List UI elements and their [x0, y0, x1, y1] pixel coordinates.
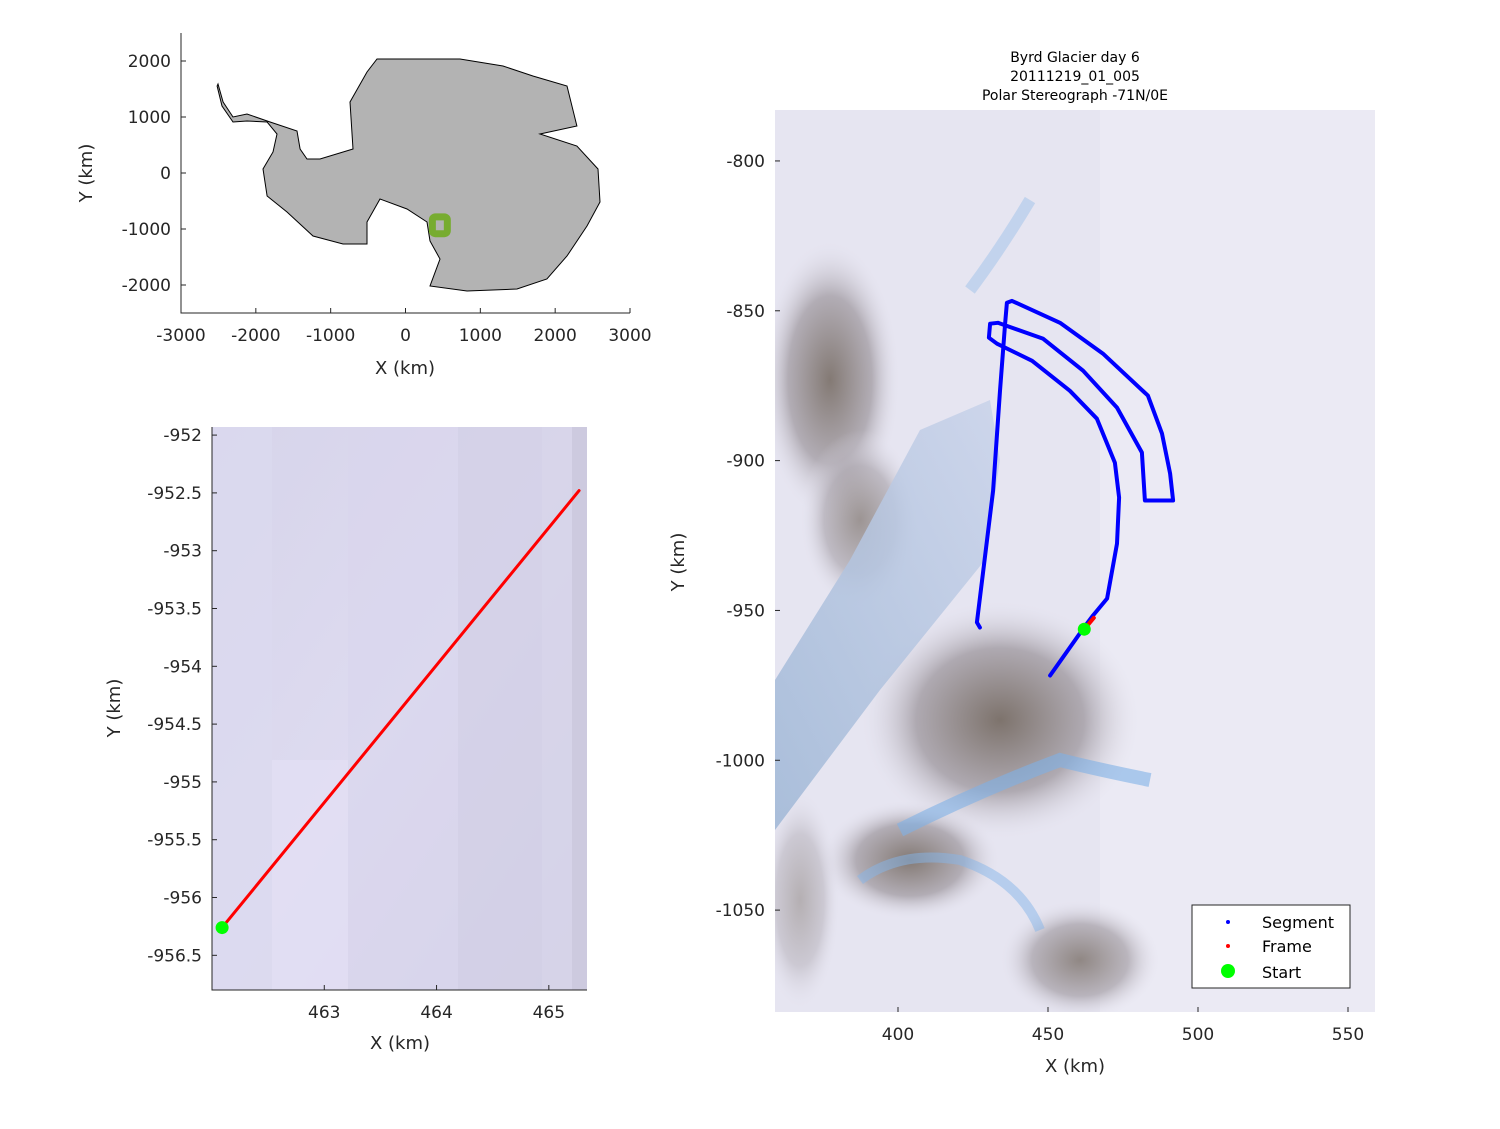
x-tick-label: 550 [1332, 1025, 1364, 1045]
y-tick-label: 2000 [128, 52, 171, 72]
frame-axis-lines [211, 427, 587, 991]
x-tick-label: -1000 [306, 326, 355, 346]
y-tick-label: -952.5 [147, 484, 202, 504]
legend: Segment Frame Start [1191, 904, 1351, 989]
start-marker [1077, 622, 1091, 636]
y-tick-label: -1000 [122, 220, 171, 240]
x-tick-label: 463 [308, 1003, 340, 1023]
x-tick-label: 500 [1182, 1025, 1214, 1045]
frame-background-image [212, 427, 587, 990]
legend-box [1191, 904, 1351, 989]
frame-ylabel: Y (km) [104, 679, 125, 739]
x-tick-label: 464 [420, 1003, 452, 1023]
x-tick-label: -2000 [231, 326, 280, 346]
y-tick-label: -1000 [716, 751, 765, 771]
y-tick-label: -950 [726, 601, 765, 621]
frame-zoom-axes: 463 464 465 -952 -952.5 -953 -953.5 -954 -954.5 -… [104, 426, 587, 1054]
map-xlabel: X (km) [1045, 1056, 1105, 1077]
legend-frame-marker [1226, 944, 1230, 948]
map-ylabel: Y (km) [668, 533, 689, 593]
frame-line [220, 489, 581, 930]
y-tick-label: -850 [726, 302, 765, 322]
overview-xlabel: X (km) [375, 358, 435, 379]
map-title-line-2: 20111219_01_005 [1010, 69, 1140, 85]
map-extent-box [428, 213, 451, 238]
y-tick-label: -1050 [716, 901, 765, 921]
y-tick-label: -954.5 [147, 715, 202, 735]
y-tick-label: -955 [163, 773, 202, 793]
satellite-background-image [775, 110, 1375, 1012]
y-tick-label: -800 [726, 152, 765, 172]
y-tick-label: -953.5 [147, 600, 202, 620]
y-tick-label: -900 [726, 452, 765, 472]
flightline-map-axes: Byrd Glacier day 6 20111219_01_005 Polar… [668, 50, 1375, 1077]
overview-map-axes: -3000 -2000 -1000 0 1000 2000 3000 -2000 -1000 0 1… [76, 33, 652, 379]
y-tick-label: -953 [163, 542, 202, 562]
x-tick-label: 400 [882, 1025, 914, 1045]
legend-start-marker [1221, 964, 1235, 978]
x-tick-label: 450 [1032, 1025, 1064, 1045]
map-title-line-3: Polar Stereograph -71N/0E [982, 88, 1168, 104]
legend-start-label: Start [1262, 963, 1301, 982]
y-tick-label: 0 [160, 164, 171, 184]
x-tick-label: 0 [400, 326, 411, 346]
y-tick-label: -956.5 [147, 946, 202, 966]
antarctica-coastline [216, 58, 601, 292]
frame-xlabel: X (km) [370, 1033, 430, 1054]
y-tick-label: -2000 [122, 276, 171, 296]
legend-segment-label: Segment [1262, 913, 1334, 932]
overview-ylabel: Y (km) [76, 144, 97, 204]
x-tick-label: 3000 [608, 326, 651, 346]
segment-line [974, 298, 1176, 678]
x-tick-label: 2000 [534, 326, 577, 346]
x-tick-label: 465 [533, 1003, 565, 1023]
x-tick-label: 1000 [459, 326, 502, 346]
y-tick-label: -952 [163, 426, 202, 446]
y-tick-label: -955.5 [147, 831, 202, 851]
y-tick-label: -954 [163, 657, 202, 677]
legend-segment-marker [1226, 920, 1230, 924]
legend-frame-label: Frame [1262, 937, 1312, 956]
y-tick-label: -956 [163, 889, 202, 909]
y-tick-label: 1000 [128, 108, 171, 128]
map-title-line-1: Byrd Glacier day 6 [1010, 50, 1140, 66]
x-tick-label: -3000 [156, 326, 205, 346]
start-marker [215, 921, 229, 935]
